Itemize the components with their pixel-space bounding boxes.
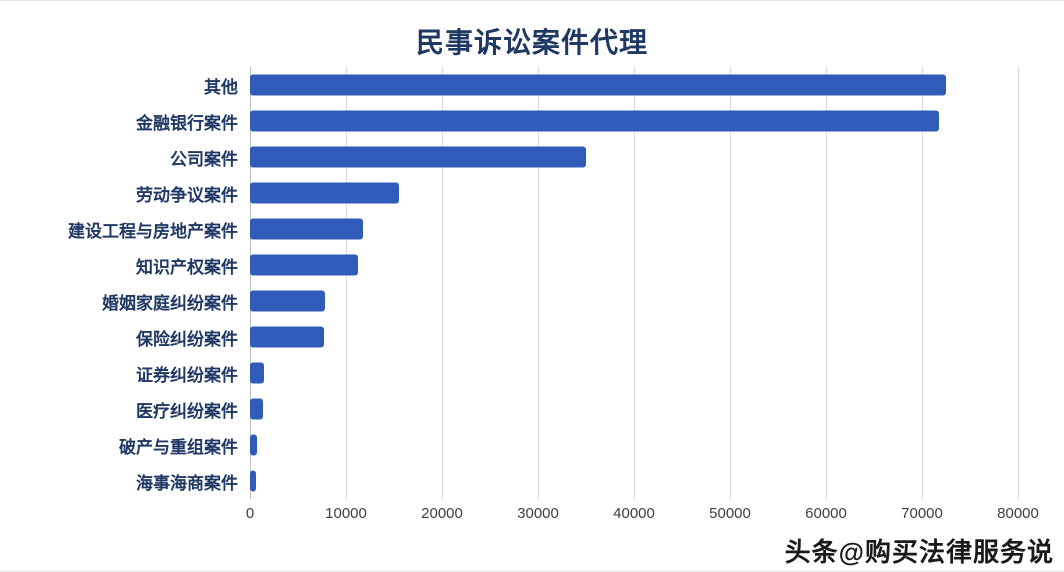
x-tick-label: 70000: [901, 505, 943, 522]
x-tick-label: 80000: [997, 505, 1039, 522]
x-tick-label: 60000: [805, 505, 847, 522]
bar: [250, 218, 364, 240]
bar-track: [250, 427, 1018, 463]
category-label: 公司案件: [170, 149, 238, 169]
bar-track: [250, 247, 1018, 283]
x-tick-label: 0: [245, 505, 255, 522]
bar-row: 海事海商案件: [0, 463, 1064, 499]
bar: [250, 110, 940, 132]
bar-track: [250, 211, 1018, 247]
bar-row: 婚姻家庭纠纷案件: [0, 283, 1064, 319]
bar-track: [250, 139, 1018, 175]
category-label: 破产与重组案件: [119, 437, 238, 457]
bar-track: [250, 391, 1018, 427]
category-label: 医疗纠纷案件: [136, 401, 238, 421]
bar: [250, 182, 399, 204]
bar-row: 破产与重组案件: [0, 427, 1064, 463]
bar: [250, 146, 586, 168]
category-label: 知识产权案件: [136, 257, 238, 277]
bar-row: 证券纠纷案件: [0, 355, 1064, 391]
bar: [250, 74, 946, 96]
chart-title: 民事诉讼案件代理: [415, 27, 648, 58]
bar-rows: 其他金融银行案件公司案件劳动争议案件建设工程与房地产案件知识产权案件婚姻家庭纠纷…: [0, 67, 1064, 499]
bar: [250, 470, 257, 492]
bar: [250, 290, 325, 312]
x-tick-label: 10000: [325, 505, 367, 522]
bar: [250, 326, 324, 348]
watermark: 头条@购买法律服务说: [784, 537, 1054, 567]
bar-track: [250, 283, 1018, 319]
bar-row: 保险纠纷案件: [0, 319, 1064, 355]
bar: [250, 398, 264, 420]
bar-row: 医疗纠纷案件: [0, 391, 1064, 427]
plot-area: 其他金融银行案件公司案件劳动争议案件建设工程与房地产案件知识产权案件婚姻家庭纠纷…: [0, 67, 1064, 499]
x-tick-label: 40000: [613, 505, 655, 522]
bar-row: 其他: [0, 67, 1064, 103]
bar-row: 劳动争议案件: [0, 175, 1064, 211]
bar: [250, 434, 257, 456]
bar-track: [250, 175, 1018, 211]
bar-row: 知识产权案件: [0, 247, 1064, 283]
x-axis: 0 10000 20000 30000 40000 50000 60000 70000 8000…: [246, 499, 1039, 525]
category-label: 海事海商案件: [136, 473, 238, 493]
category-label: 婚姻家庭纠纷案件: [102, 293, 238, 313]
x-tick-label: 30000: [517, 505, 559, 522]
bar: [250, 254, 358, 276]
bar-row: 建设工程与房地产案件: [0, 211, 1064, 247]
category-label: 劳动争议案件: [136, 185, 238, 205]
bar-row: 金融银行案件: [0, 103, 1064, 139]
category-label: 建设工程与房地产案件: [68, 221, 238, 241]
bar-track: [250, 355, 1018, 391]
x-tick-label: 20000: [421, 505, 463, 522]
category-label: 保险纠纷案件: [136, 329, 238, 349]
bar-track: [250, 463, 1018, 499]
category-label: 金融银行案件: [136, 113, 238, 133]
bar-track: [250, 319, 1018, 355]
category-label: 其他: [204, 77, 238, 97]
bar-track: [250, 67, 1018, 103]
bar-row: 公司案件: [0, 139, 1064, 175]
x-tick-label: 50000: [709, 505, 751, 522]
bar: [250, 362, 265, 384]
category-label: 证券纠纷案件: [136, 365, 238, 385]
bar-track: [250, 103, 1018, 139]
